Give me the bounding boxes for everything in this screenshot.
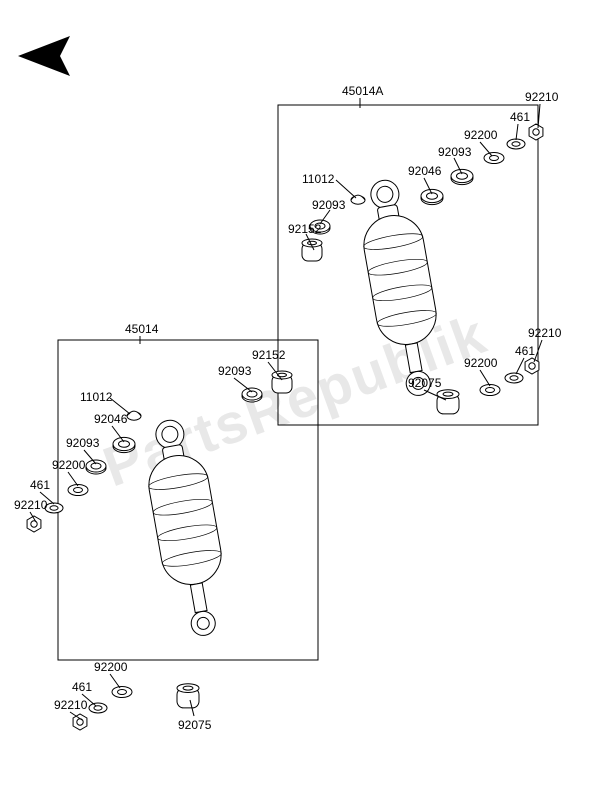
part-label-45014: 45014 [125,322,158,336]
part-label-92075-r: 92075 [408,376,441,390]
part-label-92210-bl: 92210 [54,698,87,712]
part-label-92200-bl: 92200 [94,660,127,674]
part-label-92200-br: 92200 [464,356,497,370]
parts-diagram: PartsRepublik 45014A92210461922009209392… [0,0,589,799]
part-label-92200-tr: 92200 [464,128,497,142]
part-label-461-tr: 461 [510,110,530,124]
part-label-92200-l: 92200 [52,458,85,472]
part-label-92046-tr: 92046 [408,164,441,178]
part-label-92210-tr: 92210 [525,90,558,104]
part-label-92093-tr2: 92093 [312,198,345,212]
part-label-461-bl: 461 [72,680,92,694]
part-label-92093-l2: 92093 [66,436,99,450]
part-label-11012-tr: 11012 [302,172,334,186]
part-label-92152-l: 92152 [252,348,285,362]
part-label-461-br: 461 [515,344,535,358]
part-label-45014A: 45014A [342,84,383,98]
part-label-92210-l: 92210 [14,498,47,512]
part-label-92046-l: 92046 [94,412,127,426]
part-label-92152-tr: 92152 [288,222,321,236]
part-label-92093-l: 92093 [218,364,251,378]
part-label-92210-br: 92210 [528,326,561,340]
part-label-92075-bl: 92075 [178,718,211,732]
part-label-461-l: 461 [30,478,50,492]
part-label-92093-tr: 92093 [438,145,471,159]
part-label-11012-l: 11012 [80,390,112,404]
